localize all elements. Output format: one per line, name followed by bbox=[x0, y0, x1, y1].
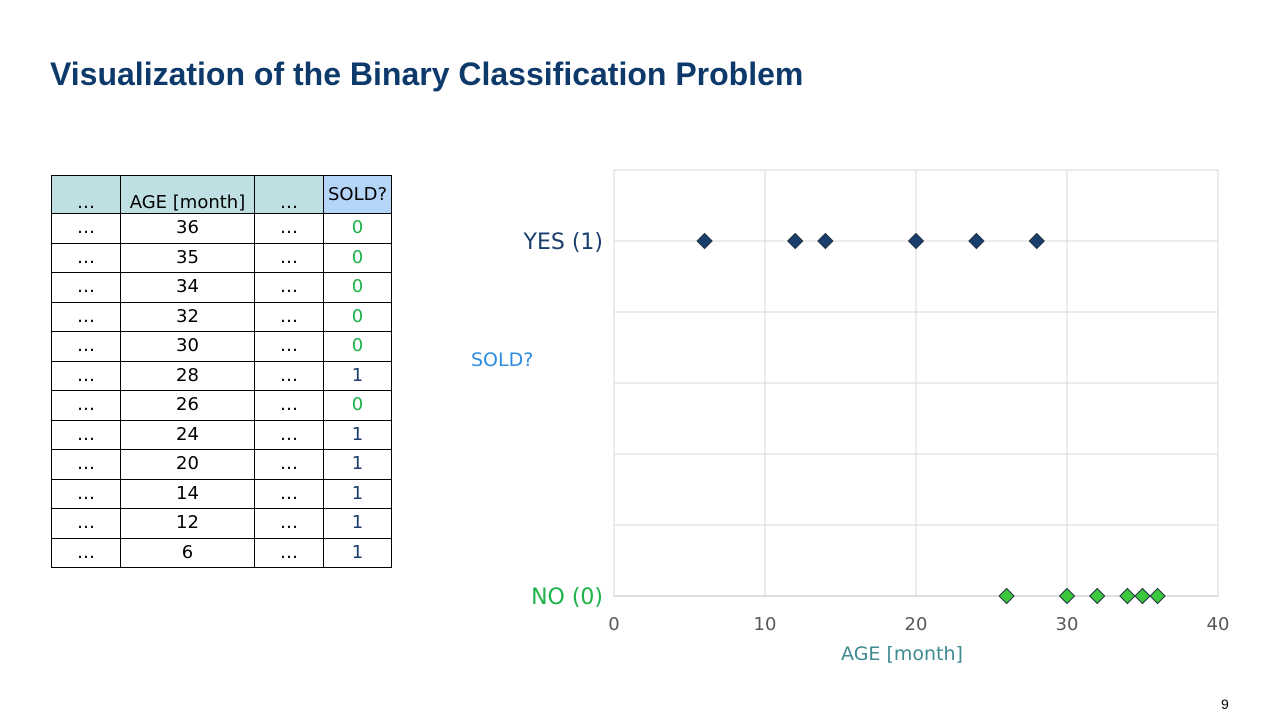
data-point bbox=[817, 232, 834, 250]
table-row: … 12… 1 bbox=[51, 508, 392, 539]
cell-sold: 0 bbox=[323, 213, 392, 244]
data-table: … AGE [month] … SOLD? … 36… 0… 35… 0… 34… 0… 32… bbox=[51, 175, 392, 568]
cell-ellipsis: … bbox=[51, 331, 121, 362]
slide-title: Visualization of the Binary Classificati… bbox=[50, 56, 804, 92]
data-point bbox=[1149, 587, 1166, 605]
cell-ellipsis: … bbox=[51, 272, 121, 303]
cell-ellipsis: … bbox=[51, 242, 121, 273]
x-tick-label: 0 bbox=[608, 614, 619, 635]
table-row: … 24… 1 bbox=[51, 419, 392, 450]
cell-ellipsis: … bbox=[51, 537, 121, 568]
cell-age: 32 bbox=[120, 301, 255, 332]
table-row: … 36… 0 bbox=[51, 213, 392, 244]
cell-sold: 1 bbox=[323, 419, 392, 450]
cell-sold: 0 bbox=[323, 390, 392, 421]
table-row: … 28… 1 bbox=[51, 360, 392, 391]
data-point bbox=[786, 232, 804, 250]
data-point bbox=[1058, 587, 1076, 605]
data-point bbox=[1134, 587, 1151, 605]
page-number: 9 bbox=[1221, 696, 1229, 712]
data-point bbox=[1028, 232, 1046, 250]
data-point bbox=[1088, 587, 1106, 605]
y-tick-label-yes: YES (1) bbox=[523, 230, 603, 255]
cell-ellipsis: … bbox=[254, 508, 324, 539]
table-row: … 32… 0 bbox=[51, 301, 392, 332]
cell-age: 26 bbox=[120, 390, 255, 421]
cell-sold: 1 bbox=[323, 360, 392, 391]
x-tick-label: 10 bbox=[754, 614, 777, 635]
data-point bbox=[1119, 587, 1136, 605]
cell-ellipsis: … bbox=[51, 301, 121, 332]
header-ellipsis-1: … bbox=[51, 175, 121, 214]
cell-ellipsis: … bbox=[51, 419, 121, 450]
x-tick-label: 40 bbox=[1207, 614, 1230, 635]
cell-sold: 0 bbox=[323, 242, 392, 273]
cell-age: 34 bbox=[120, 272, 255, 303]
cell-sold: 1 bbox=[323, 508, 392, 539]
cell-ellipsis: … bbox=[51, 508, 121, 539]
data-point bbox=[696, 232, 713, 250]
cell-ellipsis: … bbox=[254, 213, 324, 244]
table-header-row: … AGE [month] … SOLD? bbox=[51, 175, 392, 214]
cell-sold: 1 bbox=[323, 537, 392, 568]
table-row: … 6… 1 bbox=[51, 537, 392, 568]
cell-sold: 0 bbox=[323, 301, 392, 332]
x-tick-label: 20 bbox=[905, 614, 928, 635]
cell-age: 28 bbox=[120, 360, 255, 391]
cell-ellipsis: … bbox=[51, 478, 121, 509]
y-axis-label: SOLD? bbox=[471, 349, 533, 371]
cell-age: 35 bbox=[120, 242, 255, 273]
header-sold: SOLD? bbox=[323, 175, 392, 214]
cell-ellipsis: … bbox=[51, 213, 121, 244]
y-tick-label-no: NO (0) bbox=[531, 585, 603, 610]
table-row: … 26… 0 bbox=[51, 390, 392, 421]
x-tick-label: 30 bbox=[1056, 614, 1079, 635]
cell-ellipsis: … bbox=[254, 272, 324, 303]
cell-sold: 1 bbox=[323, 478, 392, 509]
table-row: … 14… 1 bbox=[51, 478, 392, 509]
cell-ellipsis: … bbox=[254, 419, 324, 450]
cell-age: 30 bbox=[120, 331, 255, 362]
data-point bbox=[907, 232, 925, 250]
x-axis-label: AGE [month] bbox=[841, 643, 963, 665]
data-point bbox=[968, 232, 985, 250]
header-age: AGE [month] bbox=[120, 175, 255, 214]
cell-ellipsis: … bbox=[51, 449, 121, 480]
cell-age: 6 bbox=[120, 537, 255, 568]
cell-ellipsis: … bbox=[254, 449, 324, 480]
data-point bbox=[998, 587, 1015, 605]
